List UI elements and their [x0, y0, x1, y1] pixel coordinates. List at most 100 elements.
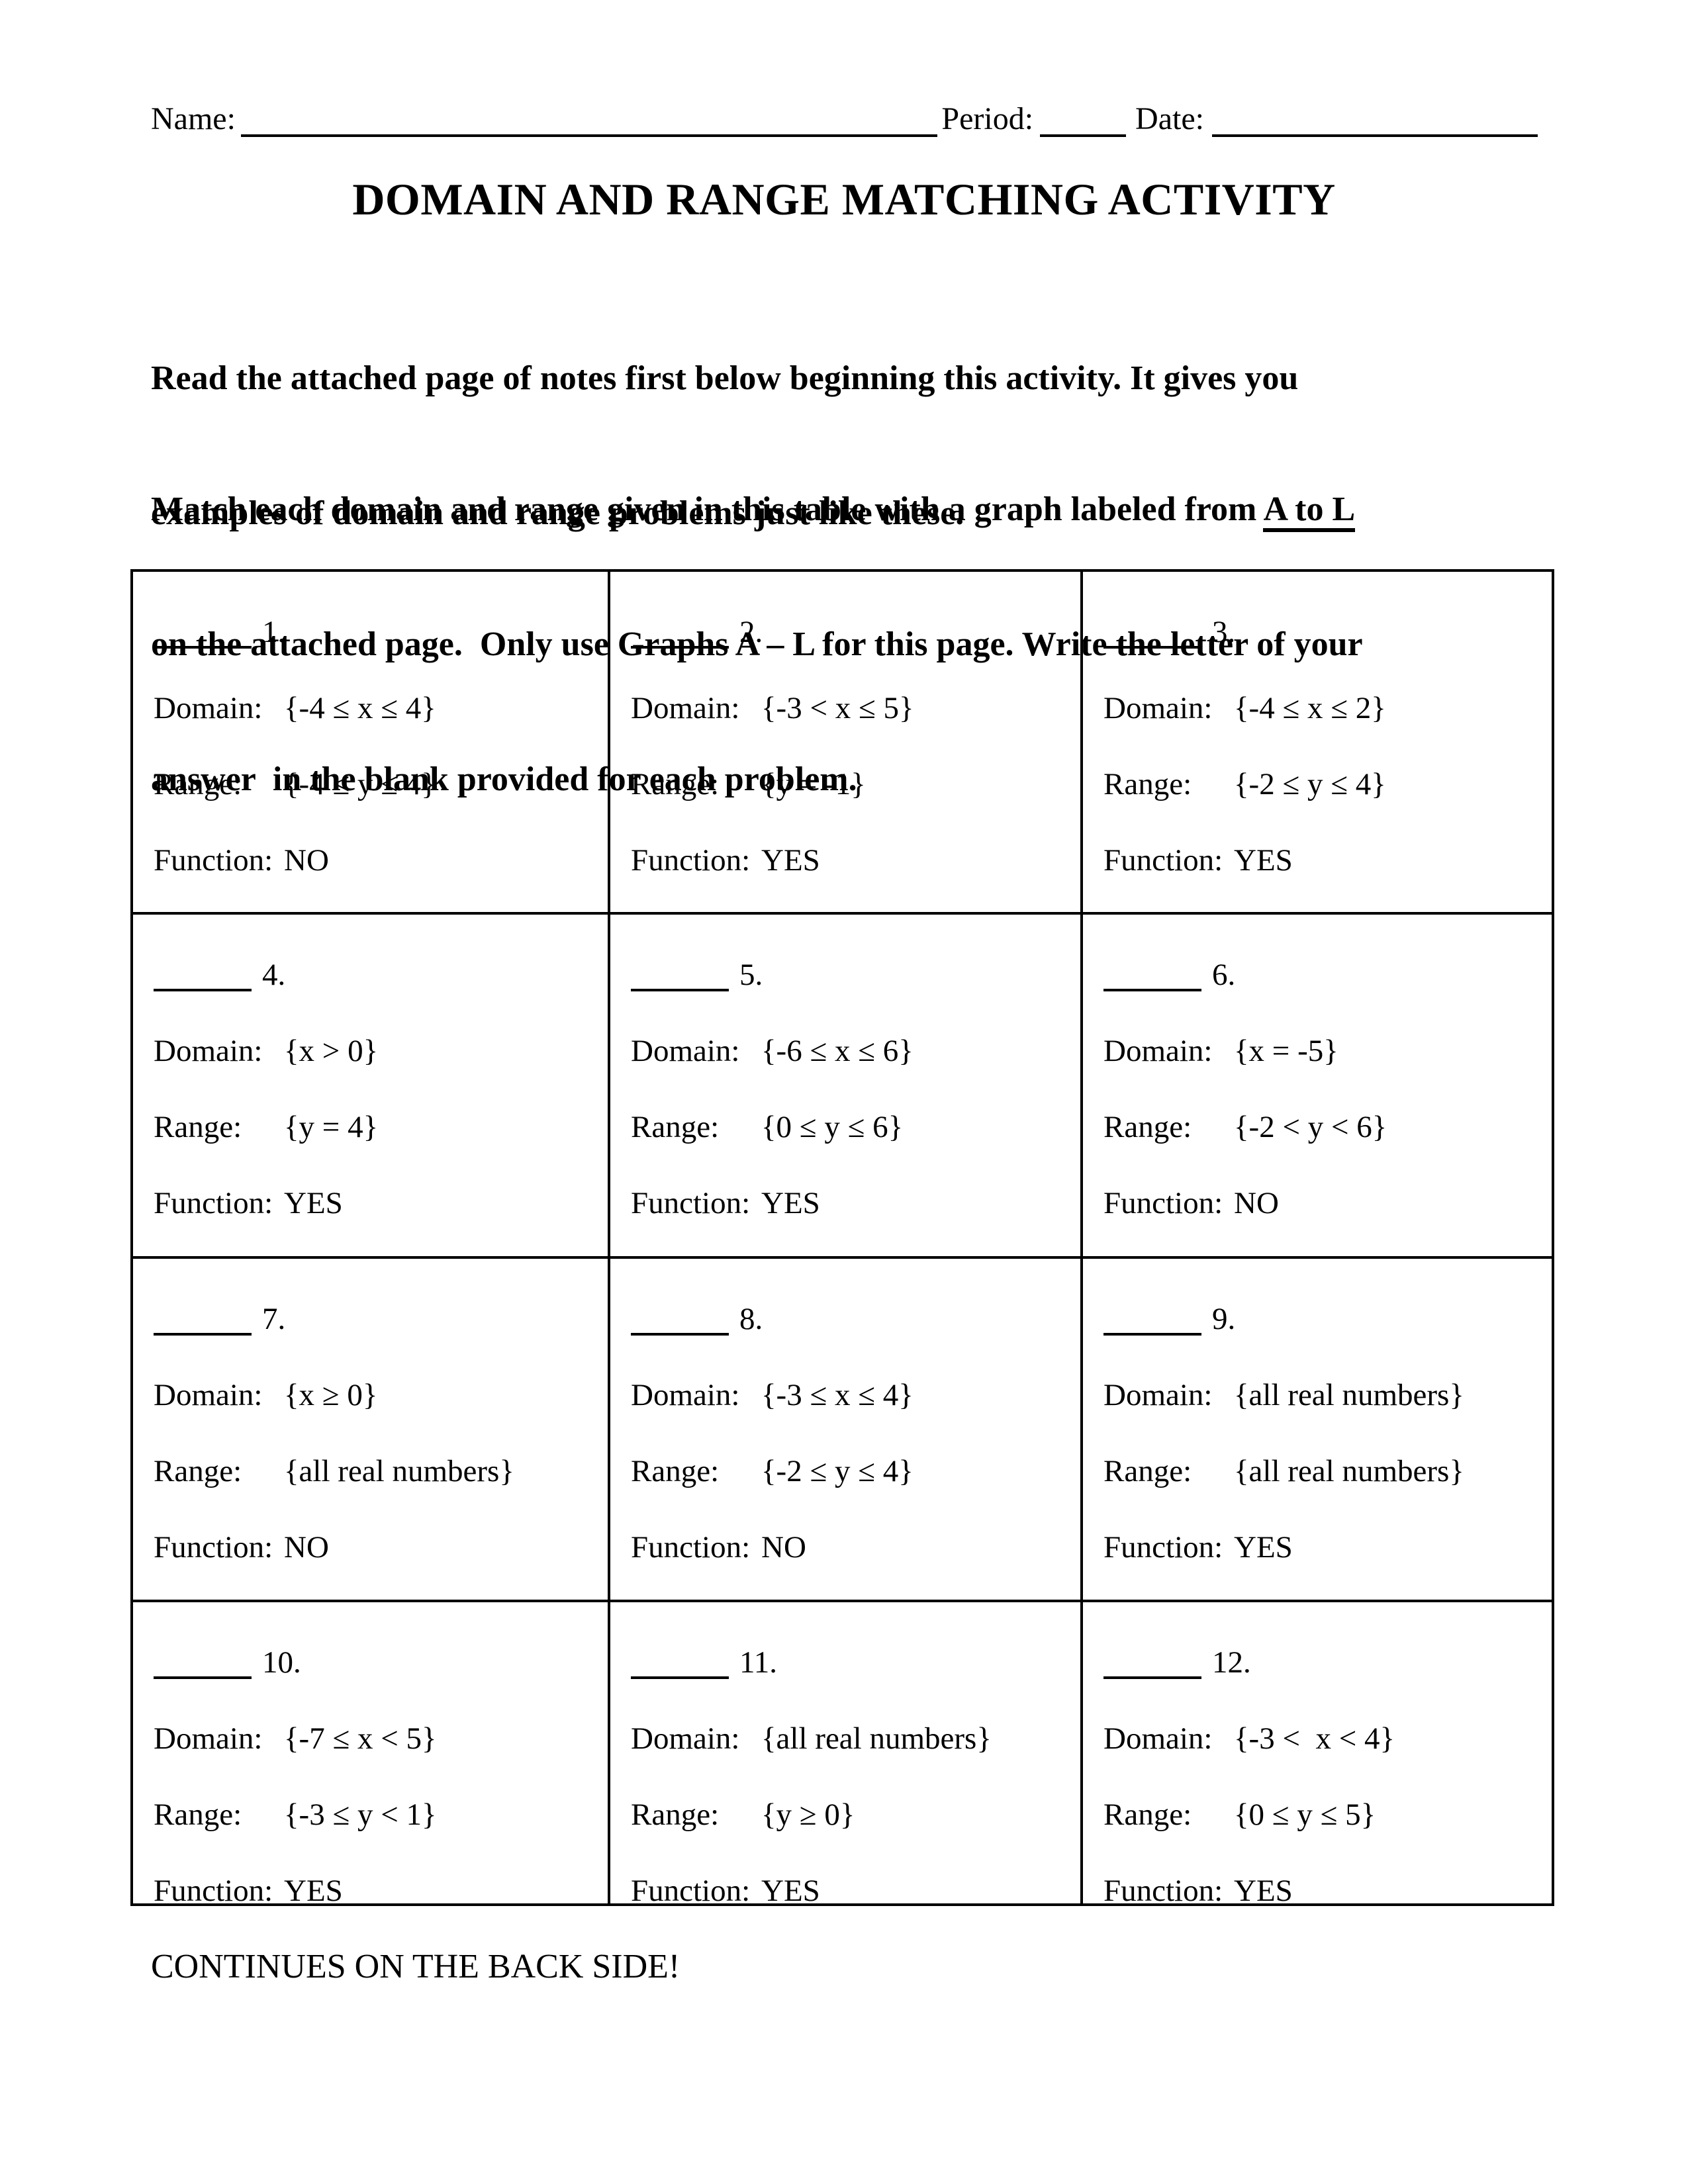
- function-value: YES: [761, 1186, 820, 1220]
- domain-label: Domain:: [1103, 1721, 1213, 1756]
- answer-line: 1.: [154, 594, 602, 670]
- answer-blank[interactable]: [631, 989, 729, 991]
- period-blank[interactable]: [1040, 134, 1127, 137]
- answer-blank[interactable]: [154, 989, 252, 991]
- domain-line: Domain: {x = -5}: [1103, 1013, 1546, 1089]
- domain-value: {all real numbers}: [1234, 1378, 1464, 1412]
- domain-label: Domain:: [631, 691, 740, 725]
- function-value: YES: [761, 1874, 820, 1903]
- function-label: Function:: [1103, 1530, 1223, 1565]
- date-blank[interactable]: [1212, 134, 1538, 137]
- answer-blank[interactable]: [631, 646, 729, 649]
- name-blank[interactable]: [240, 134, 938, 137]
- range-line: Range: {y ≥ 0}: [631, 1777, 1075, 1853]
- function-label: Function:: [631, 1530, 751, 1565]
- answer-blank[interactable]: [154, 1676, 252, 1679]
- instructions-line: examples of domain and range problems ju…: [151, 494, 964, 532]
- range-label: Range:: [631, 1454, 720, 1488]
- answer-blank[interactable]: [1103, 1676, 1201, 1679]
- answer-blank[interactable]: [1103, 989, 1201, 991]
- function-line: Function: YES: [1103, 1510, 1546, 1586]
- domain-line: Domain: {-3 ≤ x ≤ 4}: [631, 1357, 1075, 1433]
- answer-blank[interactable]: [631, 1676, 729, 1679]
- range-value: {all real numbers}: [284, 1454, 514, 1488]
- domain-label: Domain:: [154, 1378, 263, 1412]
- function-line: Function: YES: [1103, 823, 1546, 899]
- function-value: NO: [1234, 1186, 1279, 1220]
- problem-number: 2.: [739, 615, 763, 649]
- answer-line: 9.: [1103, 1281, 1546, 1357]
- range-line: Range: {0 ≤ y ≤ 5}: [1103, 1777, 1546, 1853]
- function-value: YES: [1234, 843, 1293, 878]
- problem-number: 7.: [262, 1302, 286, 1336]
- function-label: Function:: [1103, 1874, 1223, 1903]
- period-label: Period:: [941, 101, 1034, 136]
- range-value: {all real numbers}: [1234, 1454, 1464, 1488]
- answer-line: 11.: [631, 1625, 1075, 1701]
- answer-blank[interactable]: [154, 1333, 252, 1336]
- range-value: {-4 ≤ y ≤ 4}: [284, 767, 436, 801]
- problem-cell-7: 7. Domain: {x ≥ 0} Range: {all real number…: [133, 1256, 608, 1600]
- function-value: YES: [1234, 1874, 1293, 1903]
- domain-line: Domain: {-3 < x < 4}: [1103, 1701, 1546, 1777]
- problem-number: 5.: [739, 958, 763, 992]
- answer-line: 8.: [631, 1281, 1075, 1357]
- domain-value: {-3 < x < 4}: [1234, 1721, 1395, 1756]
- domain-line: Domain: {-6 ≤ x ≤ 6}: [631, 1013, 1075, 1089]
- domain-value: {-3 ≤ x ≤ 4}: [761, 1378, 914, 1412]
- function-label: Function:: [631, 843, 751, 878]
- function-line: Function: YES: [154, 1165, 602, 1242]
- function-label: Function:: [1103, 1186, 1223, 1220]
- range-line: Range: {-4 ≤ y ≤ 4}: [154, 747, 602, 823]
- problem-number: 10.: [262, 1645, 301, 1680]
- problem-number: 1.: [262, 615, 286, 649]
- problem-cell-8: 8. Domain: {-3 ≤ x ≤ 4} Range: {-2 ≤ y ≤ 4…: [608, 1256, 1080, 1600]
- answer-blank[interactable]: [1103, 646, 1201, 649]
- function-line: Function: NO: [631, 1510, 1075, 1586]
- range-label: Range:: [1103, 1454, 1192, 1488]
- problem-number: 11.: [739, 1645, 778, 1680]
- answer-blank[interactable]: [1103, 1333, 1201, 1336]
- range-line: Range: {0 ≤ y ≤ 6}: [631, 1089, 1075, 1165]
- range-value: {0 ≤ y ≤ 5}: [1234, 1797, 1376, 1832]
- range-label: Range:: [1103, 767, 1192, 801]
- domain-value: {-4 ≤ x ≤ 4}: [284, 691, 436, 725]
- range-value: {-2 ≤ y ≤ 4}: [761, 1454, 914, 1488]
- domain-value: {x > 0}: [284, 1034, 379, 1068]
- problem-number: 6.: [1212, 958, 1236, 992]
- function-line: Function: NO: [154, 1510, 602, 1586]
- range-line: Range: {-2 ≤ y ≤ 4}: [1103, 747, 1546, 823]
- range-value: {-2 ≤ y ≤ 4}: [1234, 767, 1386, 801]
- range-value: {y = 4}: [284, 1110, 379, 1144]
- domain-line: Domain: {-3 < x ≤ 5}: [631, 670, 1075, 747]
- function-label: Function:: [154, 1186, 273, 1220]
- range-value: {y ≥ 0}: [761, 1797, 855, 1832]
- range-line: Range: {-2 < y < 6}: [1103, 1089, 1546, 1165]
- instructions-paragraph-2: Match each domain and range given in thi…: [151, 397, 1363, 892]
- function-value: NO: [284, 1530, 329, 1565]
- answer-blank[interactable]: [631, 1333, 729, 1336]
- problem-cell-6: 6. Domain: {x = -5} Range: {-2 < y < 6} Fu…: [1080, 912, 1552, 1256]
- function-label: Function:: [154, 1874, 273, 1903]
- domain-label: Domain:: [154, 1721, 263, 1756]
- problem-number: 12.: [1212, 1645, 1251, 1680]
- function-label: Function:: [631, 1874, 751, 1903]
- domain-label: Domain:: [1103, 691, 1213, 725]
- function-value: NO: [284, 843, 329, 878]
- instructions-line: answer in the blank provided for each pr…: [151, 760, 857, 798]
- answer-blank[interactable]: [154, 646, 252, 649]
- domain-value: {-7 ≤ x < 5}: [284, 1721, 437, 1756]
- domain-value: {all real numbers}: [761, 1721, 992, 1756]
- function-label: Function:: [631, 1186, 751, 1220]
- range-line: Range: {-2 ≤ y ≤ 4}: [631, 1433, 1075, 1510]
- function-value: YES: [761, 843, 820, 878]
- domain-label: Domain:: [1103, 1378, 1213, 1412]
- function-label: Function:: [1103, 843, 1223, 878]
- instructions-paragraph-1: Read the attached page of notes first be…: [151, 266, 1298, 626]
- range-line: Range: {y = -1}: [631, 747, 1075, 823]
- function-line: Function: YES: [154, 1853, 602, 1903]
- range-value: {0 ≤ y ≤ 6}: [761, 1110, 904, 1144]
- problem-cell-3: 3. Domain: {-4 ≤ x ≤ 2} Range: {-2 ≤ y ≤ 4…: [1080, 572, 1552, 912]
- name-label: Name:: [151, 101, 236, 136]
